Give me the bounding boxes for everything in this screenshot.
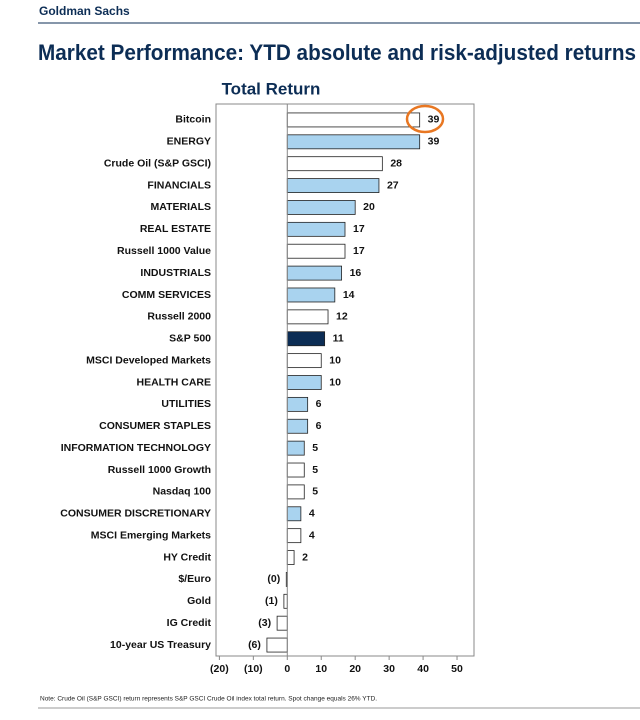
category-label: REAL ESTATE xyxy=(140,223,211,235)
value-label: (0) xyxy=(267,573,280,585)
bar xyxy=(276,615,288,631)
value-label: 4 xyxy=(309,508,315,520)
category-label: Gold xyxy=(187,595,211,607)
value-label: 4 xyxy=(309,529,315,541)
value-label: 39 xyxy=(428,114,440,126)
category-label: IG Credit xyxy=(167,617,212,629)
bar xyxy=(286,506,302,522)
value-label: 12 xyxy=(336,311,348,323)
category-label: HEALTH CARE xyxy=(137,376,211,388)
value-label: (6) xyxy=(248,639,261,651)
category-label: Russell 1000 Growth xyxy=(108,464,211,476)
category-label: Russell 1000 Value xyxy=(117,245,211,257)
bar xyxy=(286,484,305,500)
category-label: COMM SERVICES xyxy=(122,289,211,301)
x-tick-label: (10) xyxy=(244,663,263,675)
highlight-circle xyxy=(405,104,445,134)
x-tick-label: 10 xyxy=(315,663,327,675)
bar xyxy=(286,156,383,172)
category-label: ENERGY xyxy=(167,136,211,148)
bar xyxy=(266,637,288,653)
value-label: 39 xyxy=(428,136,440,148)
category-label: Bitcoin xyxy=(175,114,211,126)
bar xyxy=(286,462,305,478)
category-label: Crude Oil (S&P GSCI) xyxy=(104,157,211,169)
category-label: INFORMATION TECHNOLOGY xyxy=(61,442,211,454)
bar xyxy=(286,528,302,544)
value-label: 6 xyxy=(316,420,322,432)
bar xyxy=(286,178,380,193)
value-label: 20 xyxy=(363,201,375,213)
category-label: 10-year US Treasury xyxy=(110,639,211,651)
x-tick-label: 50 xyxy=(451,663,463,675)
category-label: $/Euro xyxy=(178,573,211,585)
x-tick-label: 40 xyxy=(417,663,429,675)
bar xyxy=(286,309,329,325)
chart-title: Market Performance: YTD absolute and ris… xyxy=(38,40,636,65)
bar xyxy=(286,418,309,434)
bar xyxy=(286,112,421,128)
chart-subtitle: Total Return xyxy=(222,79,321,98)
brand: Goldman Sachs xyxy=(39,4,130,18)
bar xyxy=(286,440,305,456)
bar xyxy=(286,287,336,303)
bar xyxy=(286,375,322,390)
bar xyxy=(286,265,343,281)
category-label: CONSUMER STAPLES xyxy=(99,420,211,432)
value-label: 10 xyxy=(329,376,341,388)
value-label: 6 xyxy=(316,398,322,410)
category-label: S&P 500 xyxy=(169,333,211,345)
bar xyxy=(286,221,346,237)
x-tick-label: (20) xyxy=(210,663,229,675)
bar xyxy=(286,353,322,369)
category-label: HY Credit xyxy=(163,551,211,563)
note: Note: Crude Oil (S&P GSCI) return repres… xyxy=(40,696,377,703)
value-label: (1) xyxy=(265,595,278,607)
plot: (20) (10) 0 10 20 30 40 50 Bitcoin 39 ENERGY 39 Crud… xyxy=(60,103,475,675)
value-label: 5 xyxy=(312,442,318,454)
value-label: 2 xyxy=(302,551,308,563)
category-label: CONSUMER DISCRETIONARY xyxy=(60,508,211,520)
value-label: 28 xyxy=(390,157,402,169)
category-label: Russell 2000 xyxy=(147,311,211,323)
bar xyxy=(286,200,356,215)
category-label: INDUSTRIALS xyxy=(140,267,211,279)
value-label: 11 xyxy=(333,333,344,345)
category-label: FINANCIALS xyxy=(147,179,211,191)
bar xyxy=(286,134,421,150)
value-label: 5 xyxy=(312,464,318,476)
value-label: 16 xyxy=(350,267,362,279)
bar xyxy=(286,243,346,259)
value-label: 10 xyxy=(329,354,341,366)
bar xyxy=(286,396,309,412)
x-tick-label: 20 xyxy=(349,663,361,675)
value-label: 14 xyxy=(343,289,355,301)
value-label: (3) xyxy=(258,617,271,629)
x-tick-label: 30 xyxy=(383,663,395,675)
bar xyxy=(286,550,295,565)
category-label: UTILITIES xyxy=(161,398,211,410)
value-label: 5 xyxy=(312,486,318,498)
plot-frame xyxy=(215,103,475,657)
bar xyxy=(286,331,326,347)
value-label: 17 xyxy=(353,223,365,235)
value-label: 27 xyxy=(387,179,399,191)
bar xyxy=(283,593,288,609)
category-label: MATERIALS xyxy=(151,201,211,213)
category-label: MSCI Developed Markets xyxy=(86,354,211,366)
x-tick-label: 0 xyxy=(284,663,290,675)
value-label: 17 xyxy=(353,245,365,257)
category-label: MSCI Emerging Markets xyxy=(91,529,211,541)
category-label: Nasdaq 100 xyxy=(153,486,212,498)
